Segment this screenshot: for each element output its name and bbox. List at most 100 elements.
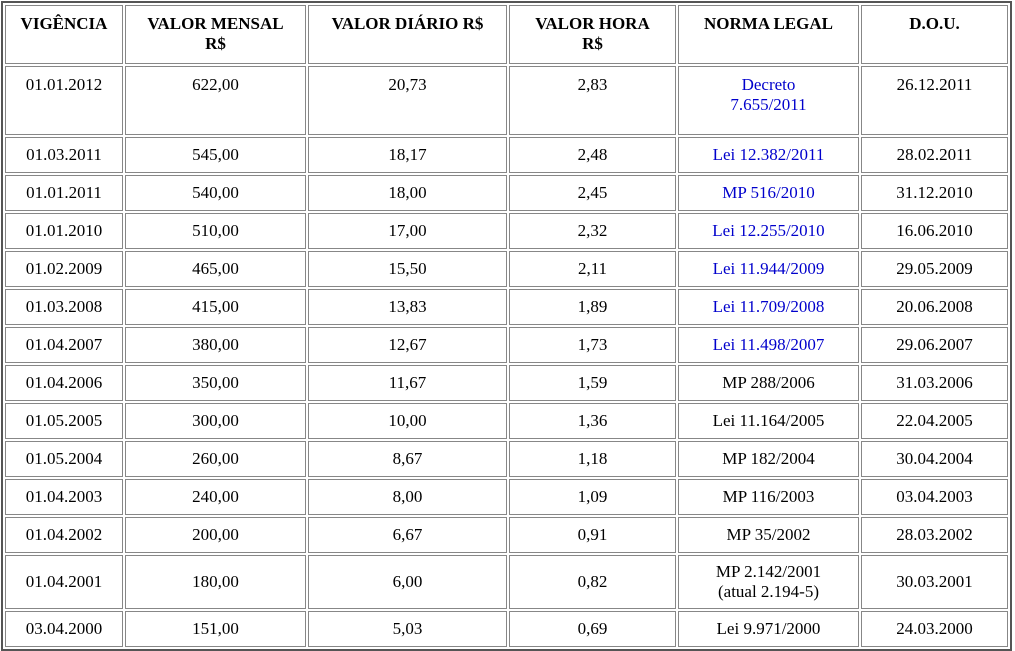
norma-legal-link[interactable]: Lei 12.382/2011 [712,144,825,164]
valor-diario-cell: 8,00 [308,479,507,515]
table-row: 01.01.2010 510,00 17,00 2,32 Lei 12.255/2010… [5,213,1008,249]
vigencia-cell: 01.04.2002 [5,517,123,553]
column-header-valor-hora: VALOR HORA R$ [509,5,676,64]
table-row: 01.02.2009 465,00 15,50 2,11 Lei 11.944/2009… [5,251,1008,287]
header-row: VIGÊNCIA VALOR MENSAL R$ VALOR DIÁRIO R$… [5,5,1008,64]
norma-legal-cell: Lei 12.382/2011 [678,137,859,173]
norma-legal-cell: Lei 11.498/2007 [678,327,859,363]
vigencia-cell: 01.01.2011 [5,175,123,211]
column-header-valor-mensal: VALOR MENSAL R$ [125,5,306,64]
vigencia-cell: 01.02.2009 [5,251,123,287]
valor-diario-cell: 12,67 [308,327,507,363]
table-row: 01.03.2011 545,00 18,17 2,48 Lei 12.382/2011… [5,137,1008,173]
vigencia-cell: 01.03.2011 [5,137,123,173]
table-row: 01.01.2012 622,00 20,73 2,83 Decreto 7.655/2… [5,66,1008,135]
norma-legal-link[interactable]: MP 516/2010 [722,182,815,202]
vigencia-cell: 01.04.2006 [5,365,123,401]
table-row: 01.04.2007 380,00 12,67 1,73 Lei 11.498/2007… [5,327,1008,363]
dou-cell: 30.04.2004 [861,441,1008,477]
valor-mensal-cell: 180,00 [125,555,306,609]
valor-mensal-cell: 300,00 [125,403,306,439]
norma-legal-link[interactable]: Lei 11.944/2009 [712,258,825,278]
vigencia-cell: 01.01.2012 [5,66,123,135]
dou-cell: 16.06.2010 [861,213,1008,249]
vigencia-cell: 01.04.2001 [5,555,123,609]
valor-diario-cell: 13,83 [308,289,507,325]
valor-hora-cell: 2,11 [509,251,676,287]
dou-cell: 28.02.2011 [861,137,1008,173]
valor-diario-cell: 10,00 [308,403,507,439]
norma-legal-cell: MP 288/2006 [678,365,859,401]
valor-diario-cell: 17,00 [308,213,507,249]
table-row: 01.01.2011 540,00 18,00 2,45 MP 516/2010 31.1… [5,175,1008,211]
table-row: 01.03.2008 415,00 13,83 1,89 Lei 11.709/2008… [5,289,1008,325]
valor-mensal-cell: 350,00 [125,365,306,401]
column-header-dou: D.O.U. [861,5,1008,64]
valor-mensal-cell: 260,00 [125,441,306,477]
vigencia-cell: 03.04.2000 [5,611,123,647]
valor-mensal-cell: 200,00 [125,517,306,553]
valor-diario-cell: 8,67 [308,441,507,477]
vigencia-cell: 01.05.2004 [5,441,123,477]
valor-hora-cell: 1,09 [509,479,676,515]
dou-cell: 26.12.2011 [861,66,1008,135]
valor-hora-cell: 0,69 [509,611,676,647]
table-row: 01.05.2005 300,00 10,00 1,36 Lei 11.164/2005… [5,403,1008,439]
norma-legal-cell: Lei 9.971/2000 [678,611,859,647]
vigencia-cell: 01.04.2003 [5,479,123,515]
vigencia-cell: 01.03.2008 [5,289,123,325]
table-row: 01.04.2003 240,00 8,00 1,09 MP 116/2003 03.04… [5,479,1008,515]
valor-diario-cell: 18,17 [308,137,507,173]
vigencia-cell: 01.04.2007 [5,327,123,363]
norma-legal-cell: Decreto 7.655/2011 [678,66,859,135]
valor-mensal-cell: 240,00 [125,479,306,515]
norma-legal-link[interactable]: Lei 11.498/2007 [712,334,825,354]
table-row: 03.04.2000 151,00 5,03 0,69 Lei 9.971/2000 24… [5,611,1008,647]
norma-legal-link[interactable]: Decreto 7.655/2011 [730,75,807,115]
valor-hora-cell: 0,82 [509,555,676,609]
valor-diario-cell: 11,67 [308,365,507,401]
valor-hora-cell: 0,91 [509,517,676,553]
dou-cell: 31.12.2010 [861,175,1008,211]
valor-mensal-cell: 415,00 [125,289,306,325]
valor-diario-cell: 20,73 [308,66,507,135]
valor-hora-cell: 1,89 [509,289,676,325]
table-row: 01.05.2004 260,00 8,67 1,18 MP 182/2004 30.04… [5,441,1008,477]
valor-hora-cell: 2,45 [509,175,676,211]
dou-cell: 30.03.2001 [861,555,1008,609]
valor-mensal-cell: 465,00 [125,251,306,287]
valor-diario-cell: 18,00 [308,175,507,211]
valor-mensal-cell: 540,00 [125,175,306,211]
valor-mensal-cell: 380,00 [125,327,306,363]
column-header-valor-diario: VALOR DIÁRIO R$ [308,5,507,64]
dou-cell: 22.04.2005 [861,403,1008,439]
table-row: 01.04.2002 200,00 6,67 0,91 MP 35/2002 28.03.… [5,517,1008,553]
valor-hora-cell: 2,32 [509,213,676,249]
valor-hora-cell: 1,36 [509,403,676,439]
valor-hora-cell: 2,48 [509,137,676,173]
valor-mensal-cell: 151,00 [125,611,306,647]
valor-hora-cell: 1,59 [509,365,676,401]
norma-legal-cell: MP 516/2010 [678,175,859,211]
dou-cell: 24.03.2000 [861,611,1008,647]
table-row: 01.04.2006 350,00 11,67 1,59 MP 288/2006 31.0… [5,365,1008,401]
valor-diario-cell: 6,67 [308,517,507,553]
norma-legal-cell: Lei 11.164/2005 [678,403,859,439]
norma-legal-cell: Lei 11.944/2009 [678,251,859,287]
valor-hora-cell: 1,18 [509,441,676,477]
column-header-vigencia: VIGÊNCIA [5,5,123,64]
norma-legal-link[interactable]: Lei 11.709/2008 [712,296,825,316]
vigencia-cell: 01.01.2010 [5,213,123,249]
valor-mensal-cell: 510,00 [125,213,306,249]
valor-mensal-cell: 622,00 [125,66,306,135]
table-body: 01.01.2012 622,00 20,73 2,83 Decreto 7.655/2… [5,66,1008,647]
norma-legal-link[interactable]: Lei 12.255/2010 [712,220,825,240]
norma-legal-cell: Lei 11.709/2008 [678,289,859,325]
vigencia-cell: 01.05.2005 [5,403,123,439]
valor-mensal-cell: 545,00 [125,137,306,173]
norma-legal-cell: MP 182/2004 [678,441,859,477]
dou-cell: 20.06.2008 [861,289,1008,325]
norma-legal-cell: MP 2.142/2001 (atual 2.194-5) [678,555,859,609]
valor-hora-cell: 2,83 [509,66,676,135]
